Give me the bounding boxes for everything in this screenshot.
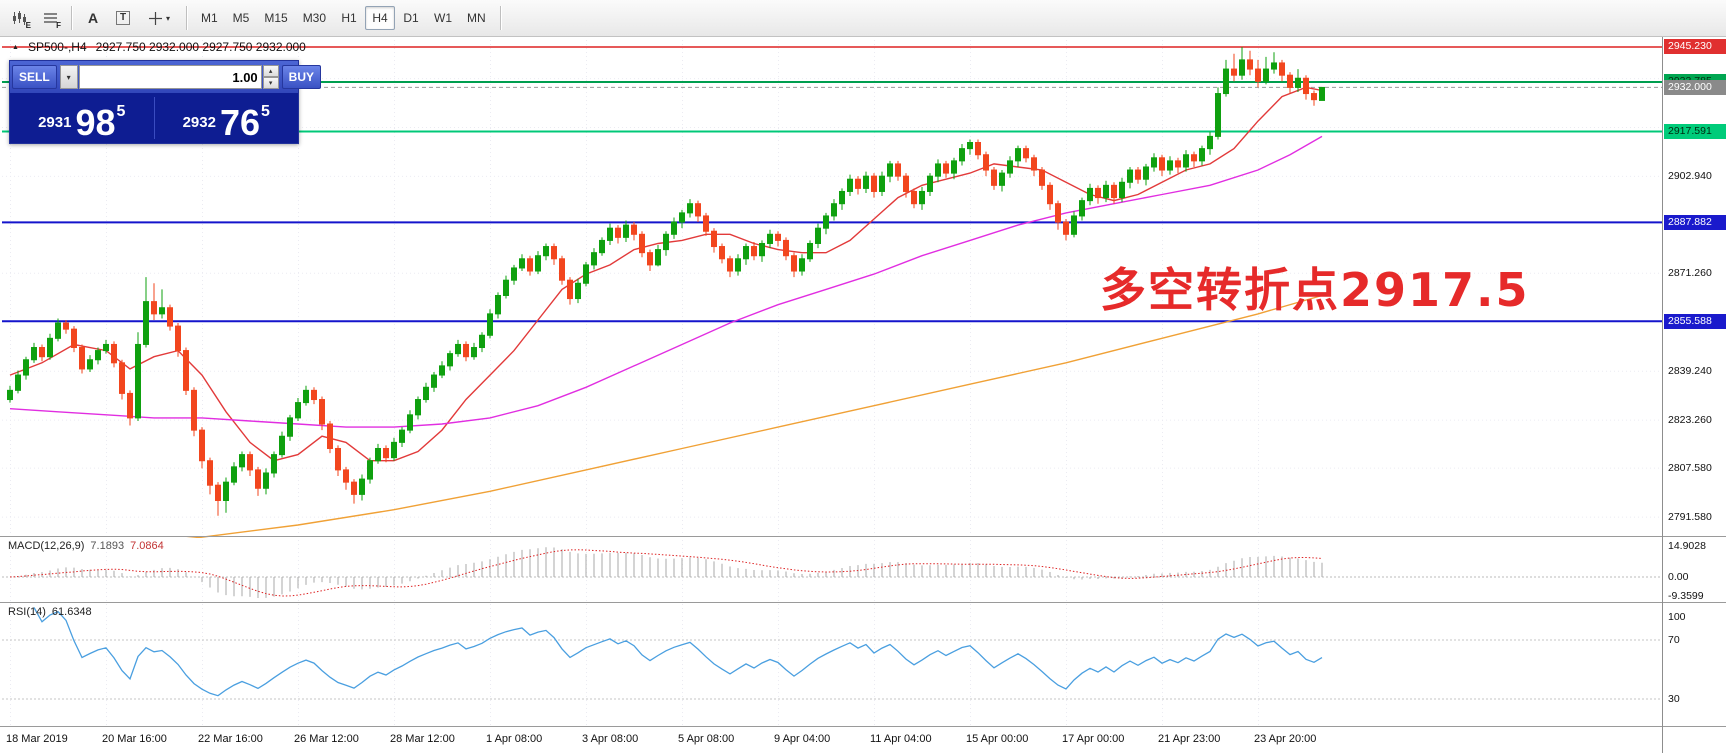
price-tag: 2932.000: [1664, 79, 1726, 95]
price-tag: 2887.882: [1664, 214, 1726, 230]
time-scale-label: 5 Apr 08:00: [678, 733, 735, 745]
buy-price-pips: 76: [219, 102, 260, 143]
symbol-marker-icon: ▲: [12, 43, 19, 51]
macd-indicator-label: MACD(12,26,9) 7.1893 7.0864: [8, 540, 164, 552]
timeframe-m5-button[interactable]: M5: [226, 6, 257, 30]
macd-name: MACD(12,26,9): [8, 540, 85, 552]
toolbar: E F A T ▾ M1 M5 M15 M30 H1 H4 D1 W1 MN: [0, 0, 1726, 37]
toolbar-separator: [186, 6, 187, 30]
toolbar-separator: [499, 6, 501, 30]
volume-decrement-button[interactable]: ▾: [262, 77, 279, 89]
buy-price-major: 2932: [182, 114, 216, 131]
volume-input[interactable]: [78, 65, 262, 89]
rsi-scale-label: 70: [1668, 634, 1680, 646]
sell-price-pips: 98: [75, 102, 116, 143]
price-tag: 2945.230: [1664, 39, 1726, 55]
chart-symbol-period: SP500-,H4: [27, 40, 87, 54]
time-scale-label: 28 Mar 12:00: [390, 733, 455, 745]
timeframe-d1-button[interactable]: D1: [396, 6, 426, 30]
dropdown-arrow-icon: ▾: [66, 72, 71, 82]
chart-title: ▲ SP500-,H4 2927.750 2932.000 2927.750 2…: [12, 40, 306, 54]
badge-f: F: [56, 21, 61, 30]
volume-control: ▾ ▴ ▾: [59, 65, 279, 89]
crosshair-icon: [148, 11, 162, 25]
time-axis[interactable]: 18 Mar 2019 20 Mar 16:00 22 Mar 16:00 26 Ma…: [0, 727, 1662, 753]
timeframe-mn-button[interactable]: MN: [460, 6, 493, 30]
trade-panel-controls: SELL ▾ ▴ ▾ BUY: [10, 61, 322, 93]
time-scale-label: 20 Mar 16:00: [102, 733, 167, 745]
sell-button[interactable]: SELL: [12, 65, 57, 89]
text-box-icon: T: [115, 11, 131, 25]
sell-price-point: 5: [116, 103, 126, 120]
trade-panel-prices: 2931 98 5 2932 76 5: [10, 93, 298, 143]
rsi-value: 61.6348: [51, 606, 92, 618]
rsi-scale-label: 100: [1668, 611, 1686, 623]
price-tag: 2855.588: [1664, 313, 1726, 329]
time-scale-label: 11 Apr 04:00: [870, 733, 932, 745]
time-scale-label: 3 Apr 08:00: [582, 733, 639, 745]
candlestick-chart-icon: [13, 10, 26, 25]
grid-icon: [43, 13, 57, 23]
chart-annotation-text: 多空转折点2917.5: [1100, 263, 1530, 317]
timeframe-h1-button[interactable]: H1: [334, 6, 364, 30]
time-scale-label: 1 Apr 08:00: [486, 733, 543, 745]
timeframe-w1-button[interactable]: W1: [427, 6, 459, 30]
macd-scale-label: 14.9028: [1668, 540, 1706, 553]
time-scale-label: 21 Apr 23:00: [1158, 733, 1221, 745]
price-tag: 2917.591: [1664, 124, 1726, 140]
timeframe-toolbar: M1 M5 M15 M30 H1 H4 D1 W1 MN: [194, 6, 493, 30]
timeframe-m30-button[interactable]: M30: [296, 6, 333, 30]
time-scale-label: 22 Mar 16:00: [198, 733, 263, 745]
timeframe-m1-button[interactable]: M1: [194, 6, 225, 30]
crosshair-tool-button[interactable]: ▾: [139, 5, 179, 31]
price-axis[interactable]: 2902.940 2871.260 2839.240 2823.260 2807.580…: [1662, 36, 1726, 753]
volume-spinner: ▴ ▾: [262, 65, 279, 89]
price-scale-label: 2871.260: [1668, 267, 1712, 280]
sell-price-button[interactable]: 2931 98 5: [10, 93, 154, 143]
macd-signal-value: 7.0864: [130, 540, 164, 552]
time-scale-label: 23 Apr 20:00: [1254, 733, 1317, 745]
macd-scale-label: 0.00: [1668, 571, 1689, 583]
chart-template-button[interactable]: E: [6, 5, 34, 31]
buy-price-button[interactable]: 2932 76 5: [155, 93, 299, 143]
price-scale-label: 2791.580: [1668, 511, 1712, 524]
timeframe-h4-button[interactable]: H4: [365, 6, 396, 30]
time-scale-label: 26 Mar 12:00: [294, 733, 359, 745]
time-scale-label: 15 Apr 00:00: [966, 733, 1029, 745]
sell-price-major: 2931: [38, 114, 72, 131]
buy-button[interactable]: BUY: [281, 65, 322, 89]
price-scale-label: 2807.580: [1668, 462, 1712, 475]
timeframe-m15-button[interactable]: M15: [257, 6, 294, 30]
rsi-indicator-label: RSI(14) 61.6348: [8, 606, 92, 618]
badge-e: E: [25, 21, 31, 30]
time-scale-label: 9 Apr 04:00: [774, 733, 831, 745]
text-tool-button[interactable]: T: [109, 5, 137, 31]
rsi-scale-label: 30: [1668, 693, 1680, 705]
volume-dropdown-button[interactable]: ▾: [59, 65, 78, 89]
time-scale-label: 17 Apr 00:00: [1062, 733, 1125, 745]
price-scale-label: 2839.240: [1668, 365, 1712, 378]
price-scale-label: 2823.260: [1668, 414, 1712, 427]
grid-button[interactable]: F: [36, 5, 64, 31]
one-click-trading-panel: SELL ▾ ▴ ▾ BUY 2931 98 5 2932 76 5: [9, 60, 322, 144]
toolbar-separator: [71, 6, 72, 30]
dropdown-caret-icon: ▾: [165, 13, 170, 23]
volume-increment-button[interactable]: ▴: [262, 65, 279, 77]
macd-scale-label: -9.3599: [1668, 590, 1704, 603]
buy-price-point: 5: [261, 103, 270, 120]
rsi-name: RSI(14): [8, 606, 46, 618]
letter-a-icon: A: [87, 10, 99, 26]
trade-panel-divider: [153, 97, 155, 139]
chart-ohlc-values: 2927.750 2932.000 2927.750 2932.000: [95, 40, 306, 54]
price-scale-label: 2902.940: [1668, 170, 1712, 183]
time-scale-label: 18 Mar 2019: [6, 733, 68, 745]
label-tool-button[interactable]: A: [79, 5, 107, 31]
macd-main-value: 7.1893: [90, 540, 125, 552]
